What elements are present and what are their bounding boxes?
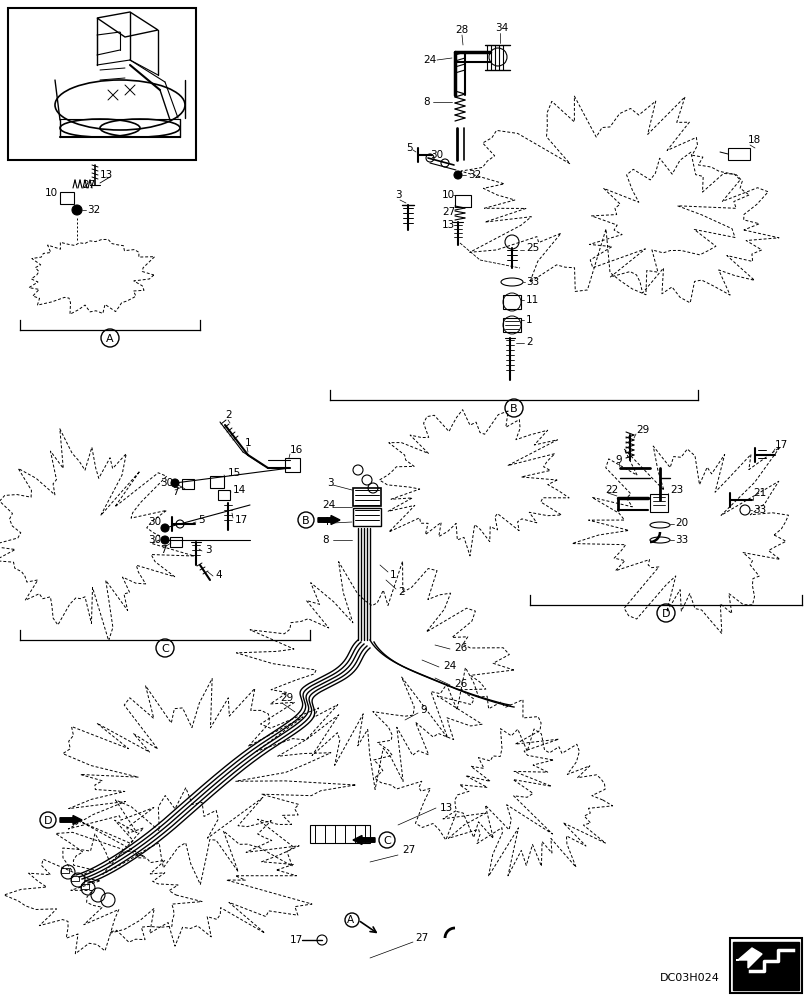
Text: 30: 30 — [148, 517, 161, 527]
Text: 4: 4 — [322, 517, 328, 527]
Text: 28: 28 — [454, 25, 468, 35]
Text: 17: 17 — [774, 440, 787, 450]
Bar — [285, 458, 299, 472]
Text: 2: 2 — [225, 410, 231, 420]
Text: 7: 7 — [160, 545, 166, 555]
FancyArrow shape — [60, 815, 82, 824]
Text: 1: 1 — [245, 438, 251, 448]
Text: 29: 29 — [635, 425, 649, 435]
Bar — [310, 825, 370, 843]
Text: 30: 30 — [148, 535, 161, 545]
Bar — [649, 494, 667, 512]
Text: D: D — [44, 816, 52, 826]
Text: 1: 1 — [389, 570, 396, 580]
Text: 27: 27 — [401, 845, 414, 855]
Text: 3: 3 — [394, 190, 401, 200]
Text: A: A — [106, 334, 114, 344]
Text: 1: 1 — [526, 315, 532, 325]
Text: 4: 4 — [215, 570, 221, 580]
Text: 33: 33 — [752, 505, 766, 515]
Text: 17: 17 — [234, 515, 248, 525]
Bar — [732, 942, 798, 990]
Text: 8: 8 — [423, 97, 429, 107]
Text: B: B — [509, 404, 517, 414]
Text: 3: 3 — [204, 545, 212, 555]
Text: 32: 32 — [87, 205, 100, 215]
Text: D: D — [661, 609, 669, 619]
Text: 24: 24 — [443, 661, 456, 671]
Bar — [81, 884, 89, 889]
Bar — [217, 490, 230, 500]
Circle shape — [171, 479, 178, 487]
Text: 27: 27 — [82, 180, 95, 190]
Text: 8: 8 — [322, 535, 328, 545]
Bar — [502, 295, 521, 309]
Text: 5: 5 — [198, 515, 204, 525]
Text: DC03H024: DC03H024 — [659, 973, 719, 983]
Text: 30: 30 — [160, 478, 173, 488]
Text: 10: 10 — [441, 190, 454, 200]
Text: 9: 9 — [614, 455, 621, 465]
Bar — [729, 938, 801, 993]
Bar — [8, 8, 195, 160]
Bar — [353, 508, 380, 526]
Text: 15: 15 — [228, 468, 241, 478]
Polygon shape — [735, 948, 761, 968]
Bar — [502, 318, 521, 332]
Text: 29: 29 — [280, 693, 293, 703]
Text: 18: 18 — [747, 135, 761, 145]
Text: 3: 3 — [327, 478, 333, 488]
Text: C: C — [161, 644, 169, 654]
Text: 26: 26 — [453, 643, 466, 653]
Text: 5: 5 — [406, 143, 412, 153]
Text: 22: 22 — [604, 485, 617, 495]
Bar — [210, 476, 224, 488]
Text: 10: 10 — [45, 188, 58, 198]
Bar — [61, 868, 69, 873]
Text: 20: 20 — [674, 518, 687, 528]
Text: 21: 21 — [752, 488, 766, 498]
Bar — [71, 876, 79, 881]
Circle shape — [161, 536, 169, 544]
Text: 16: 16 — [290, 445, 303, 455]
Bar — [454, 195, 470, 207]
Text: 24: 24 — [322, 500, 335, 510]
Circle shape — [72, 205, 82, 215]
Bar — [182, 479, 194, 489]
Text: 26: 26 — [453, 679, 466, 689]
Text: 17: 17 — [290, 935, 303, 945]
Bar — [169, 537, 182, 547]
Bar — [60, 192, 74, 204]
Text: 27: 27 — [441, 207, 455, 217]
Bar — [353, 488, 380, 506]
Text: 25: 25 — [526, 243, 539, 253]
FancyArrow shape — [353, 835, 375, 844]
Text: 13: 13 — [440, 803, 453, 813]
Bar — [727, 148, 749, 160]
Text: 7: 7 — [172, 487, 178, 497]
Text: 9: 9 — [419, 705, 426, 715]
Text: 23: 23 — [669, 485, 682, 495]
Text: 34: 34 — [495, 23, 508, 33]
Text: C: C — [383, 836, 390, 846]
Text: 32: 32 — [467, 170, 481, 180]
Text: B: B — [302, 516, 310, 526]
Text: A: A — [346, 915, 353, 925]
Text: 30: 30 — [430, 150, 443, 160]
Text: 14: 14 — [233, 485, 246, 495]
Text: 33: 33 — [674, 535, 688, 545]
Text: 27: 27 — [414, 933, 427, 943]
Circle shape — [453, 171, 461, 179]
Text: 2: 2 — [397, 587, 404, 597]
Text: 24: 24 — [423, 55, 436, 65]
Circle shape — [161, 524, 169, 532]
FancyArrow shape — [318, 516, 340, 524]
Text: 2: 2 — [526, 337, 532, 347]
Text: 13: 13 — [100, 170, 113, 180]
Text: 13: 13 — [441, 220, 455, 230]
Text: 33: 33 — [526, 277, 539, 287]
Text: 11: 11 — [526, 295, 539, 305]
